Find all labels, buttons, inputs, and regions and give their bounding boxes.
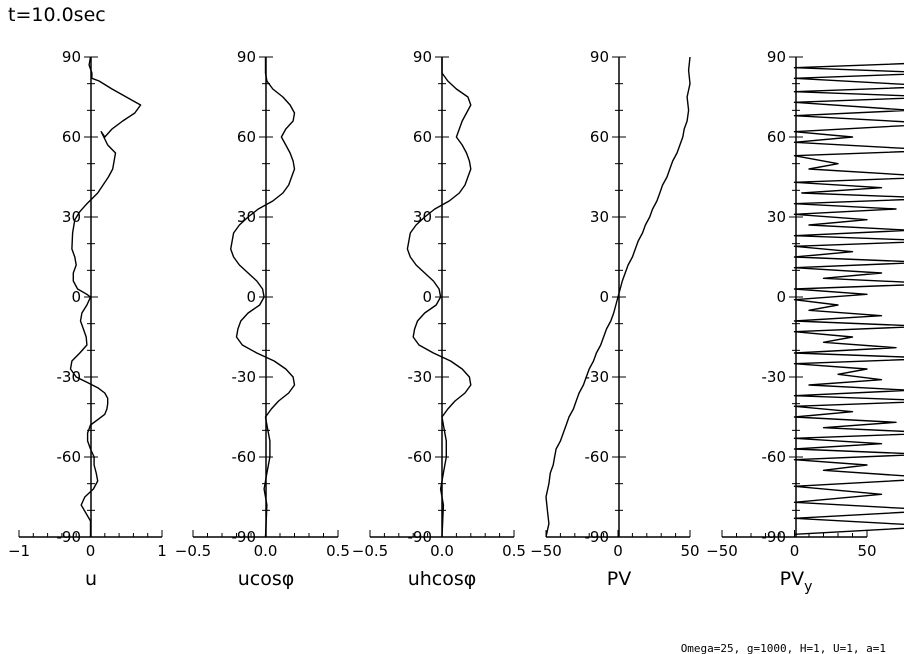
- y-tick-label: 60: [413, 128, 432, 146]
- y-tick-label: 0: [422, 288, 432, 306]
- x-tick-label: 0.0: [430, 542, 454, 560]
- panel-4: 90 60 30 0 -30 -60 -90 −50 0 50 PV: [530, 48, 699, 590]
- y-tick-label: 60: [237, 128, 256, 146]
- x-tick-label: 1: [157, 542, 167, 560]
- x-tick-label: −50: [706, 542, 738, 560]
- y-tick-label: -60: [57, 448, 82, 466]
- x-axis-label: ucosφ: [238, 568, 295, 590]
- footer-parameters: Omega=25, g=1000, H=1, U=1, a=1: [681, 642, 886, 654]
- panel-2: 90 60 30 0 -30 -60 -90 −0.5 0.0 0.5 ucosφ: [175, 48, 350, 590]
- series-line: [793, 62, 904, 535]
- y-tick-label: 90: [590, 48, 609, 66]
- panel-3: 90 60 30 0 -30 -60 -90 −0.5 0.0 0.5 uhcosφ: [352, 48, 526, 590]
- x-tick-label: −50: [530, 542, 562, 560]
- y-tick-label: 0: [776, 288, 786, 306]
- y-tick-label: -90: [762, 528, 787, 546]
- series-line: [406, 57, 472, 537]
- y-tick-label: 0: [599, 288, 609, 306]
- y-tick-label: 30: [62, 208, 81, 226]
- panel-5: 90 60 30 0 -30 -60 -90 −50 0 50 PVy: [706, 48, 904, 595]
- x-tick-label: −1: [8, 542, 30, 560]
- x-tick-label: 0.5: [502, 542, 526, 560]
- y-tick-label: -60: [585, 448, 610, 466]
- panels: 90 60 30 0 -30 -60 -90 −1 0 1 u 90 60 30 0 -30 -60 -90 −0.…: [8, 48, 904, 595]
- x-axis-label: u: [85, 568, 97, 590]
- y-tick-label: -90: [232, 528, 257, 546]
- x-axis-label: PV: [607, 568, 631, 590]
- y-tick-label: -30: [762, 368, 787, 386]
- x-tick-label: 50: [857, 542, 876, 560]
- y-tick-label: 90: [62, 48, 81, 66]
- x-tick-label: 0: [790, 542, 800, 560]
- y-tick-label: -30: [408, 368, 433, 386]
- x-tick-label: −0.5: [175, 542, 211, 560]
- x-tick-label: 0.0: [254, 542, 278, 560]
- y-tick-label: -60: [762, 448, 787, 466]
- y-tick-label: 30: [767, 208, 786, 226]
- y-tick-label: 90: [237, 48, 256, 66]
- y-tick-label: -90: [585, 528, 610, 546]
- y-tick-label: -90: [408, 528, 433, 546]
- y-tick-label: 0: [71, 288, 81, 306]
- series-line: [69, 57, 142, 537]
- y-tick-label: 90: [767, 48, 786, 66]
- y-tick-label: 30: [413, 208, 432, 226]
- y-tick-label: 60: [62, 128, 81, 146]
- x-tick-label: 50: [680, 542, 699, 560]
- y-tick-label: -30: [585, 368, 610, 386]
- y-tick-label: -30: [57, 368, 82, 386]
- x-tick-label: −0.5: [352, 542, 388, 560]
- y-tick-label: 30: [590, 208, 609, 226]
- series-line: [229, 57, 296, 537]
- y-tick-label: 0: [246, 288, 256, 306]
- x-axis-label: uhcosφ: [408, 568, 477, 590]
- x-axis-label: PVy: [780, 568, 813, 595]
- series-line: [545, 57, 691, 537]
- x-tick-label: 0.5: [326, 542, 350, 560]
- panel-1: 90 60 30 0 -30 -60 -90 −1 0 1 u: [8, 48, 167, 590]
- x-tick-label: 0: [613, 542, 623, 560]
- x-tick-label: 0: [86, 542, 96, 560]
- y-tick-label: 60: [590, 128, 609, 146]
- chart-title: t=10.0sec: [8, 4, 106, 26]
- y-tick-label: -60: [408, 448, 433, 466]
- y-tick-label: -60: [232, 448, 257, 466]
- y-tick-label: 90: [413, 48, 432, 66]
- y-tick-label: 60: [767, 128, 786, 146]
- y-tick-label: -30: [232, 368, 257, 386]
- y-tick-label: -90: [57, 528, 82, 546]
- y-tick-label: 30: [237, 208, 256, 226]
